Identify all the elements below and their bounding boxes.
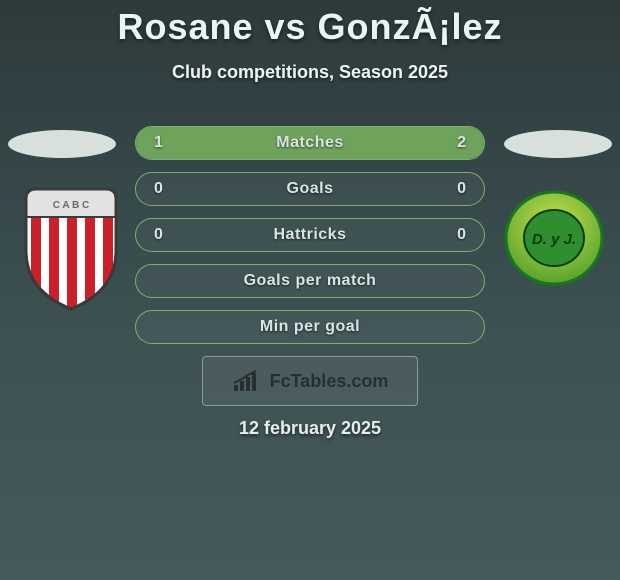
svg-text:D. y J.: D. y J. bbox=[532, 231, 576, 248]
bar-chart-icon bbox=[232, 369, 262, 393]
barracas-crest-icon: C A B C bbox=[16, 181, 126, 311]
player-photo-right bbox=[504, 130, 612, 158]
brand-box[interactable]: FcTables.com bbox=[202, 356, 418, 406]
stats-panel: 1 Matches 2 0 Goals 0 0 Hattricks 0 Goal… bbox=[135, 126, 485, 356]
dyj-crest-icon: D. y J. bbox=[504, 188, 604, 288]
stat-row-matches: 1 Matches 2 bbox=[135, 126, 485, 160]
stat-row-mpg: Min per goal bbox=[135, 310, 485, 344]
infographic-date: 12 february 2025 bbox=[0, 418, 620, 439]
stat-value-right: 2 bbox=[457, 134, 466, 152]
player-photo-left bbox=[8, 130, 116, 158]
svg-text:C A B C: C A B C bbox=[53, 200, 89, 211]
page-title: Rosane vs GonzÃ¡lez bbox=[0, 6, 620, 48]
stat-label: Goals per match bbox=[136, 272, 484, 290]
stat-row-gpm: Goals per match bbox=[135, 264, 485, 298]
stat-value-right: 0 bbox=[457, 180, 466, 198]
stat-row-goals: 0 Goals 0 bbox=[135, 172, 485, 206]
brand-text: FcTables.com bbox=[270, 371, 389, 392]
stat-label: Goals bbox=[136, 180, 484, 198]
stat-row-hattricks: 0 Hattricks 0 bbox=[135, 218, 485, 252]
club-crest-right: D. y J. bbox=[504, 188, 604, 288]
subtitle: Club competitions, Season 2025 bbox=[0, 62, 620, 83]
stat-label: Min per goal bbox=[136, 318, 484, 336]
stat-label: Hattricks bbox=[136, 226, 484, 244]
club-crest-left: C A B C bbox=[16, 181, 126, 311]
stat-value-right: 0 bbox=[457, 226, 466, 244]
stat-label: Matches bbox=[136, 134, 484, 152]
